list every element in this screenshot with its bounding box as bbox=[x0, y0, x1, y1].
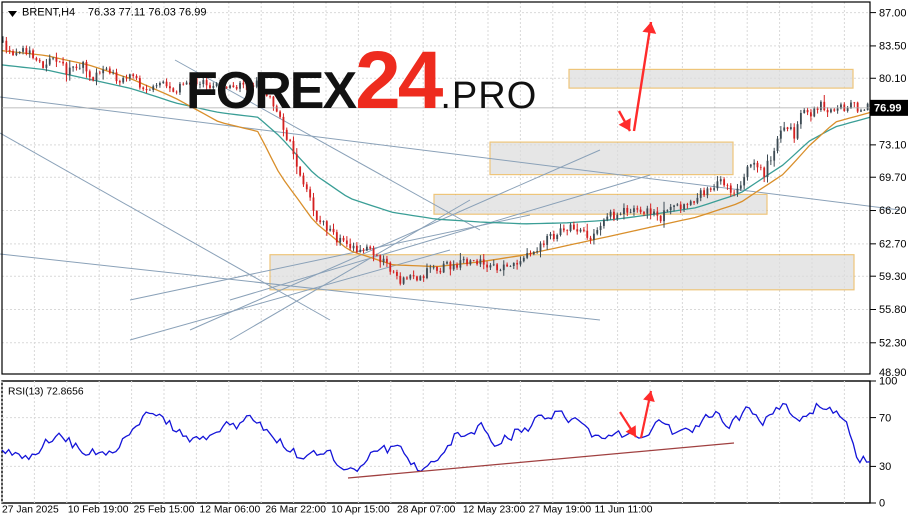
svg-text:73.10: 73.10 bbox=[879, 140, 907, 152]
svg-text:27 May 19:00: 27 May 19:00 bbox=[529, 505, 592, 516]
svg-text:30: 30 bbox=[879, 461, 891, 473]
svg-text:83.50: 83.50 bbox=[879, 41, 907, 53]
svg-text:76.99: 76.99 bbox=[874, 103, 902, 115]
svg-text:59.30: 59.30 bbox=[879, 271, 907, 283]
svg-text:87.00: 87.00 bbox=[879, 7, 907, 19]
svg-text:26 Mar 22:00: 26 Mar 22:00 bbox=[265, 505, 326, 516]
svg-text:12 May 23:00: 12 May 23:00 bbox=[463, 505, 526, 516]
svg-text:10 Apr 15:00: 10 Apr 15:00 bbox=[331, 505, 390, 516]
svg-text:11 Jun 11:00: 11 Jun 11:00 bbox=[595, 505, 653, 516]
svg-text:RSI(13) 72.8656: RSI(13) 72.8656 bbox=[8, 387, 84, 398]
svg-text:28 Apr 07:00: 28 Apr 07:00 bbox=[397, 505, 456, 516]
svg-text:80.10: 80.10 bbox=[879, 73, 907, 85]
svg-text:BRENT,H4: BRENT,H4 bbox=[22, 7, 75, 19]
svg-text:62.70: 62.70 bbox=[879, 239, 907, 251]
svg-text:25 Feb 15:00: 25 Feb 15:00 bbox=[134, 505, 195, 516]
svg-text:0: 0 bbox=[879, 498, 885, 510]
svg-text:69.70: 69.70 bbox=[879, 172, 907, 184]
svg-text:27 Jan 2025: 27 Jan 2025 bbox=[2, 505, 59, 516]
svg-text:55.80: 55.80 bbox=[879, 304, 907, 316]
svg-text:52.30: 52.30 bbox=[879, 338, 907, 350]
svg-text:12 Mar 06:00: 12 Mar 06:00 bbox=[200, 505, 261, 516]
svg-text:48.90: 48.90 bbox=[879, 367, 907, 379]
svg-text:10 Feb 19:00: 10 Feb 19:00 bbox=[68, 505, 129, 516]
svg-text:70: 70 bbox=[879, 412, 891, 424]
svg-text:66.20: 66.20 bbox=[879, 205, 907, 217]
svg-text:76.33 77.11 76.03 76.99: 76.33 77.11 76.03 76.99 bbox=[88, 7, 206, 19]
